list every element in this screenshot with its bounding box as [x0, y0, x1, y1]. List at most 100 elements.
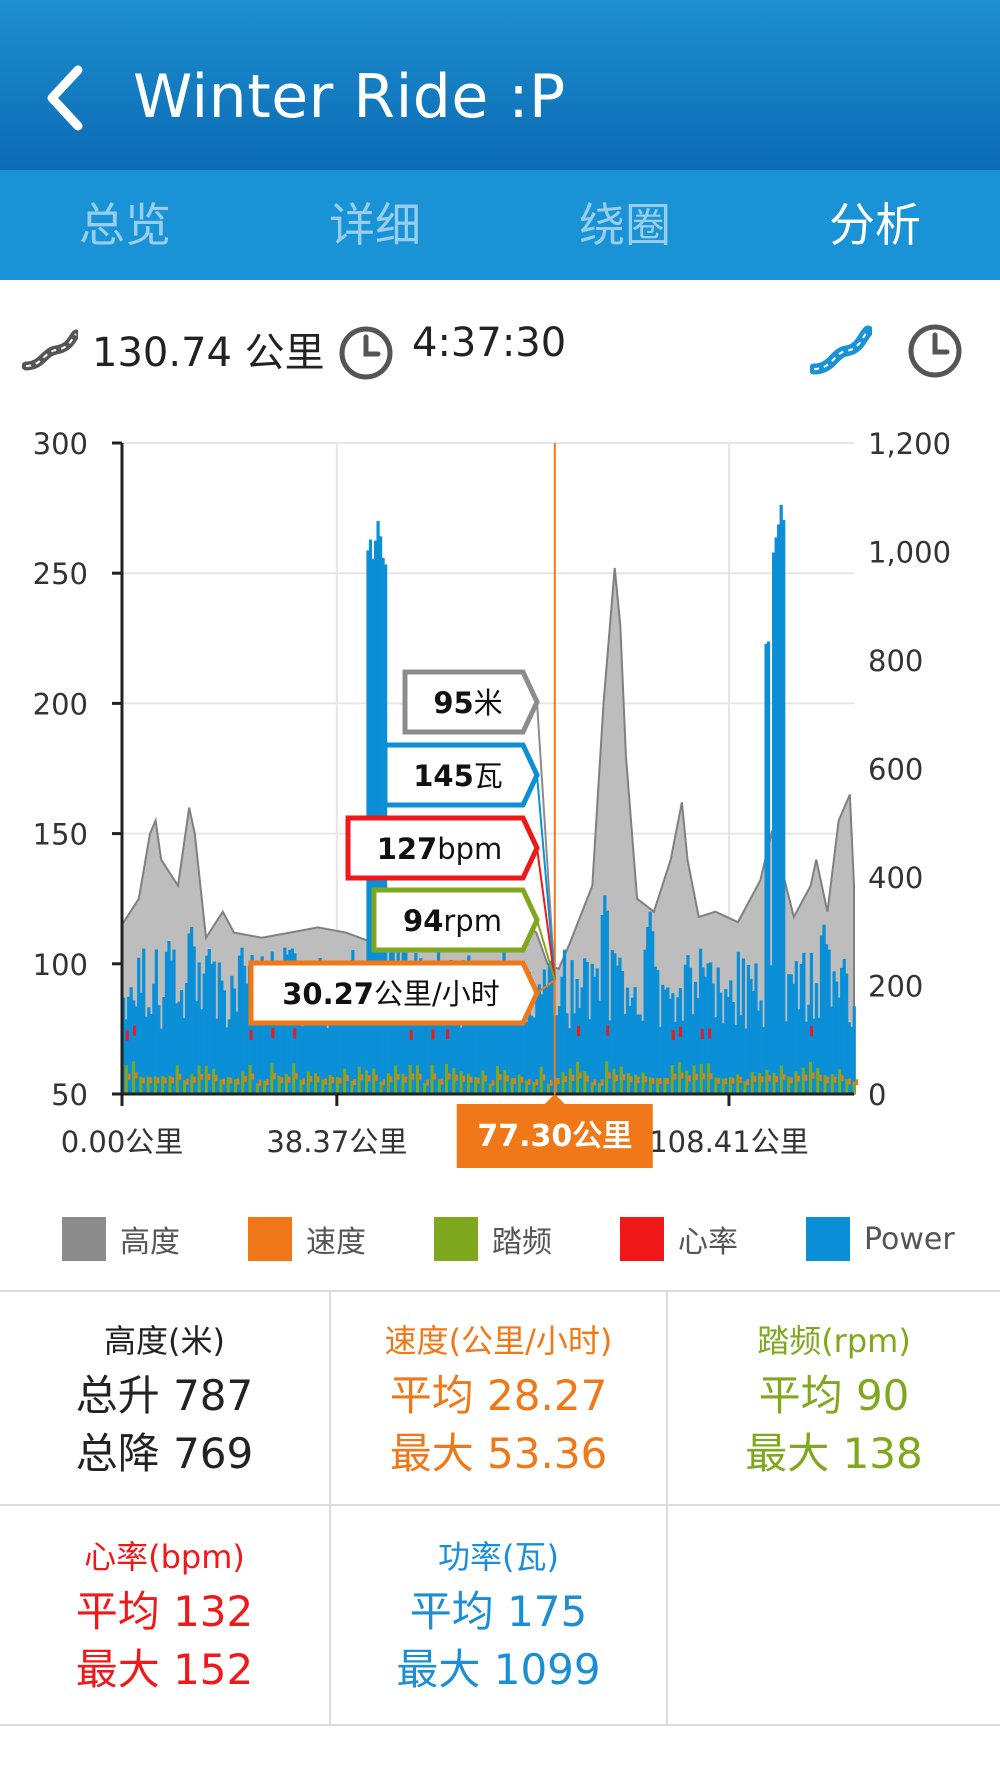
y-tick-label-left: 300 — [33, 427, 88, 461]
distance-axis-toggle-icon[interactable] — [810, 325, 872, 375]
speed-mark — [411, 1073, 415, 1080]
power-bar — [560, 976, 564, 1094]
power-bar — [797, 1009, 801, 1094]
power-bar — [812, 1018, 816, 1094]
power-bar — [540, 994, 544, 1094]
speed-mark — [630, 1076, 633, 1083]
speed-mark — [207, 1073, 211, 1080]
speed-mark — [389, 1076, 393, 1083]
tab-details[interactable]: 详细 — [329, 198, 421, 252]
tab-analysis[interactable]: 分析 — [829, 198, 921, 252]
power-bar — [258, 1017, 262, 1094]
speed-mark — [236, 1078, 240, 1085]
power-bar — [557, 1006, 562, 1094]
legend-label-power: Power — [864, 1221, 955, 1257]
cadence-mark — [168, 1075, 172, 1094]
power-bar — [492, 973, 496, 1094]
heart-rate-mark — [125, 1030, 129, 1041]
power-bar — [754, 963, 758, 1094]
ride-analysis-chart[interactable]: 50 100 150 200 250 300 0 200 400 600 800 1,000 1,200… — [0, 400, 1000, 1180]
stat-value: 平均 132 — [75, 1587, 254, 1636]
tab-overview[interactable]: 总览 — [79, 198, 171, 252]
ride-summary: 130.74 公里 4:37:30 — [0, 300, 1000, 395]
power-bar — [227, 1019, 232, 1094]
power-bar — [182, 1017, 186, 1094]
power-bar — [167, 941, 171, 1094]
stat-value: 最大 138 — [745, 1429, 923, 1478]
cadence-mark — [314, 1073, 318, 1094]
power-bar — [809, 952, 814, 1094]
stat-value: 平均 28.27 — [389, 1371, 608, 1420]
cadence-mark — [146, 1076, 150, 1094]
power-bar — [147, 1007, 151, 1094]
power-bar — [426, 980, 431, 1094]
power-bar — [777, 524, 781, 1094]
power-bar — [187, 933, 191, 1094]
power-bar — [686, 955, 690, 1094]
power-bar — [696, 998, 700, 1094]
cadence-mark — [488, 1083, 492, 1094]
speed-mark — [739, 1076, 742, 1083]
tab-laps[interactable]: 绕圈 — [579, 198, 671, 252]
power-bar — [620, 971, 625, 1094]
stat-value: 总降 769 — [75, 1429, 254, 1478]
cadence-mark — [765, 1069, 769, 1094]
cadence-mark — [532, 1082, 536, 1094]
heart-rate-mark — [293, 1028, 297, 1039]
speed-mark — [622, 1074, 626, 1081]
cadence-mark — [328, 1074, 332, 1094]
power-bar — [190, 926, 194, 1094]
speed-mark — [513, 1078, 517, 1085]
power-bar — [656, 970, 660, 1094]
power-bar — [724, 989, 728, 1094]
power-bar — [177, 1001, 181, 1094]
cadence-mark — [743, 1081, 747, 1094]
cadence-mark — [641, 1072, 645, 1094]
power-bar — [298, 1002, 302, 1094]
power-bar — [729, 980, 733, 1094]
power-bar — [666, 987, 670, 1094]
speed-mark — [448, 1073, 451, 1080]
power-bar — [537, 984, 541, 1094]
cadence-mark — [132, 1061, 136, 1094]
speed-mark — [397, 1073, 400, 1080]
legend-swatch-heart-rate — [620, 1217, 664, 1261]
speed-mark — [673, 1073, 677, 1080]
legend-label-heart-rate: 心率 — [678, 1225, 738, 1260]
heart-rate-mark — [249, 1029, 253, 1040]
power-bar — [207, 949, 211, 1094]
speed-mark — [506, 1075, 509, 1082]
cadence-mark — [423, 1082, 427, 1094]
cadence-mark — [699, 1064, 703, 1094]
speed-mark — [127, 1073, 131, 1080]
power-bar — [693, 981, 698, 1094]
cadence-mark — [692, 1065, 696, 1094]
power-bar — [572, 1013, 577, 1094]
power-bar — [845, 973, 849, 1094]
power-bar — [746, 964, 751, 1094]
power-bar — [638, 1014, 642, 1094]
speed-mark — [651, 1077, 655, 1084]
total-distance: 130.74 公里 — [92, 330, 325, 376]
power-bar — [333, 992, 337, 1094]
time-axis-toggle-icon[interactable] — [906, 322, 964, 380]
cadence-mark — [263, 1080, 267, 1094]
power-bar — [149, 1013, 153, 1094]
cadence-mark — [248, 1064, 252, 1094]
power-bar — [331, 1001, 335, 1094]
power-bar — [142, 948, 146, 1094]
power-bar — [608, 1020, 612, 1094]
back-button[interactable] — [38, 58, 98, 138]
chart-svg[interactable]: 50 100 150 200 250 300 0 200 400 600 800 1,000 1,200… — [0, 400, 1000, 1180]
power-bar — [829, 1006, 834, 1094]
power-bar — [633, 987, 637, 1094]
power-bar — [273, 1011, 277, 1094]
cadence-mark — [656, 1077, 660, 1094]
speed-mark — [724, 1078, 728, 1085]
power-bar — [179, 990, 184, 1094]
speed-mark — [440, 1078, 444, 1085]
power-bar — [562, 949, 567, 1094]
speed-mark — [528, 1078, 531, 1085]
power-bar — [275, 999, 279, 1094]
tooltip-connector-power — [536, 774, 556, 981]
